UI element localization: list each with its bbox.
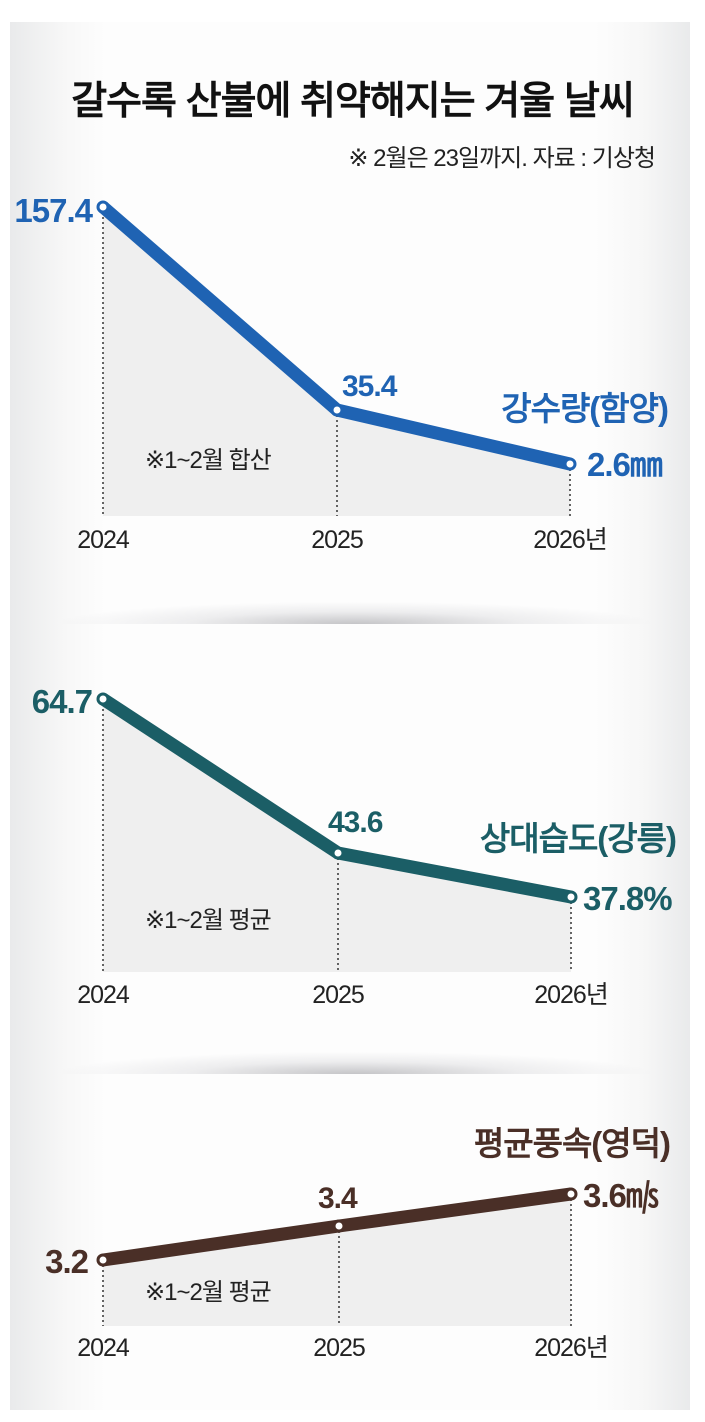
area-fill xyxy=(103,699,571,972)
value-label: 43.6 xyxy=(328,806,383,839)
x-tick: 2025 xyxy=(311,526,363,554)
chart-note: ※1~2월 평균 xyxy=(145,1279,271,1306)
chart-precipitation: 157.4 35.4 강수량(함양) 2.6㎜ ※1~2월 합산 2024 20… xyxy=(14,192,669,554)
data-point[interactable] xyxy=(564,1187,578,1201)
x-tick: 2026년 xyxy=(533,526,607,554)
value-label: 3.6㎧ xyxy=(583,1177,659,1214)
series-title: 평균풍속(영덕) xyxy=(474,1125,670,1162)
value-label: 2.6㎜ xyxy=(587,446,663,483)
x-tick: 2025 xyxy=(312,981,364,1009)
x-tick: 2024 xyxy=(77,1334,130,1362)
data-point[interactable] xyxy=(563,457,577,471)
x-tick: 2024 xyxy=(77,526,130,554)
area-fill xyxy=(103,1194,571,1326)
data-point[interactable] xyxy=(96,692,110,706)
data-point[interactable] xyxy=(564,890,578,904)
value-label: 3.4 xyxy=(318,1182,358,1215)
x-tick: 2026년 xyxy=(534,1334,608,1362)
source-note: ※ 2월은 23일까지. 자료 : 기상청 xyxy=(348,145,656,172)
data-point[interactable] xyxy=(96,200,110,214)
section-divider xyxy=(60,1052,650,1074)
value-label: 37.8% xyxy=(583,880,672,917)
x-tick: 2025 xyxy=(313,1334,365,1362)
data-point[interactable] xyxy=(331,846,345,860)
value-label: 64.7 xyxy=(32,683,92,720)
data-point[interactable] xyxy=(330,403,344,417)
x-tick: 2026년 xyxy=(534,981,608,1009)
value-label: 157.4 xyxy=(14,192,93,229)
data-point[interactable] xyxy=(332,1219,346,1233)
section-divider xyxy=(60,602,650,624)
page-title: 갈수록 산불에 취약해지는 겨울 날씨 xyxy=(71,80,635,123)
chart-note: ※1~2월 합산 xyxy=(145,447,272,474)
x-tick: 2024 xyxy=(77,981,130,1009)
chart-humidity: 64.7 43.6 상대습도(강릉) 37.8% ※1~2월 평균 2024 2… xyxy=(32,683,677,1009)
value-label: 3.2 xyxy=(45,1243,89,1280)
series-title: 강수량(함양) xyxy=(501,390,668,427)
value-label: 35.4 xyxy=(342,370,398,403)
series-title: 상대습도(강릉) xyxy=(480,820,676,857)
data-point[interactable] xyxy=(96,1253,110,1267)
chart-note: ※1~2월 평균 xyxy=(145,907,271,934)
